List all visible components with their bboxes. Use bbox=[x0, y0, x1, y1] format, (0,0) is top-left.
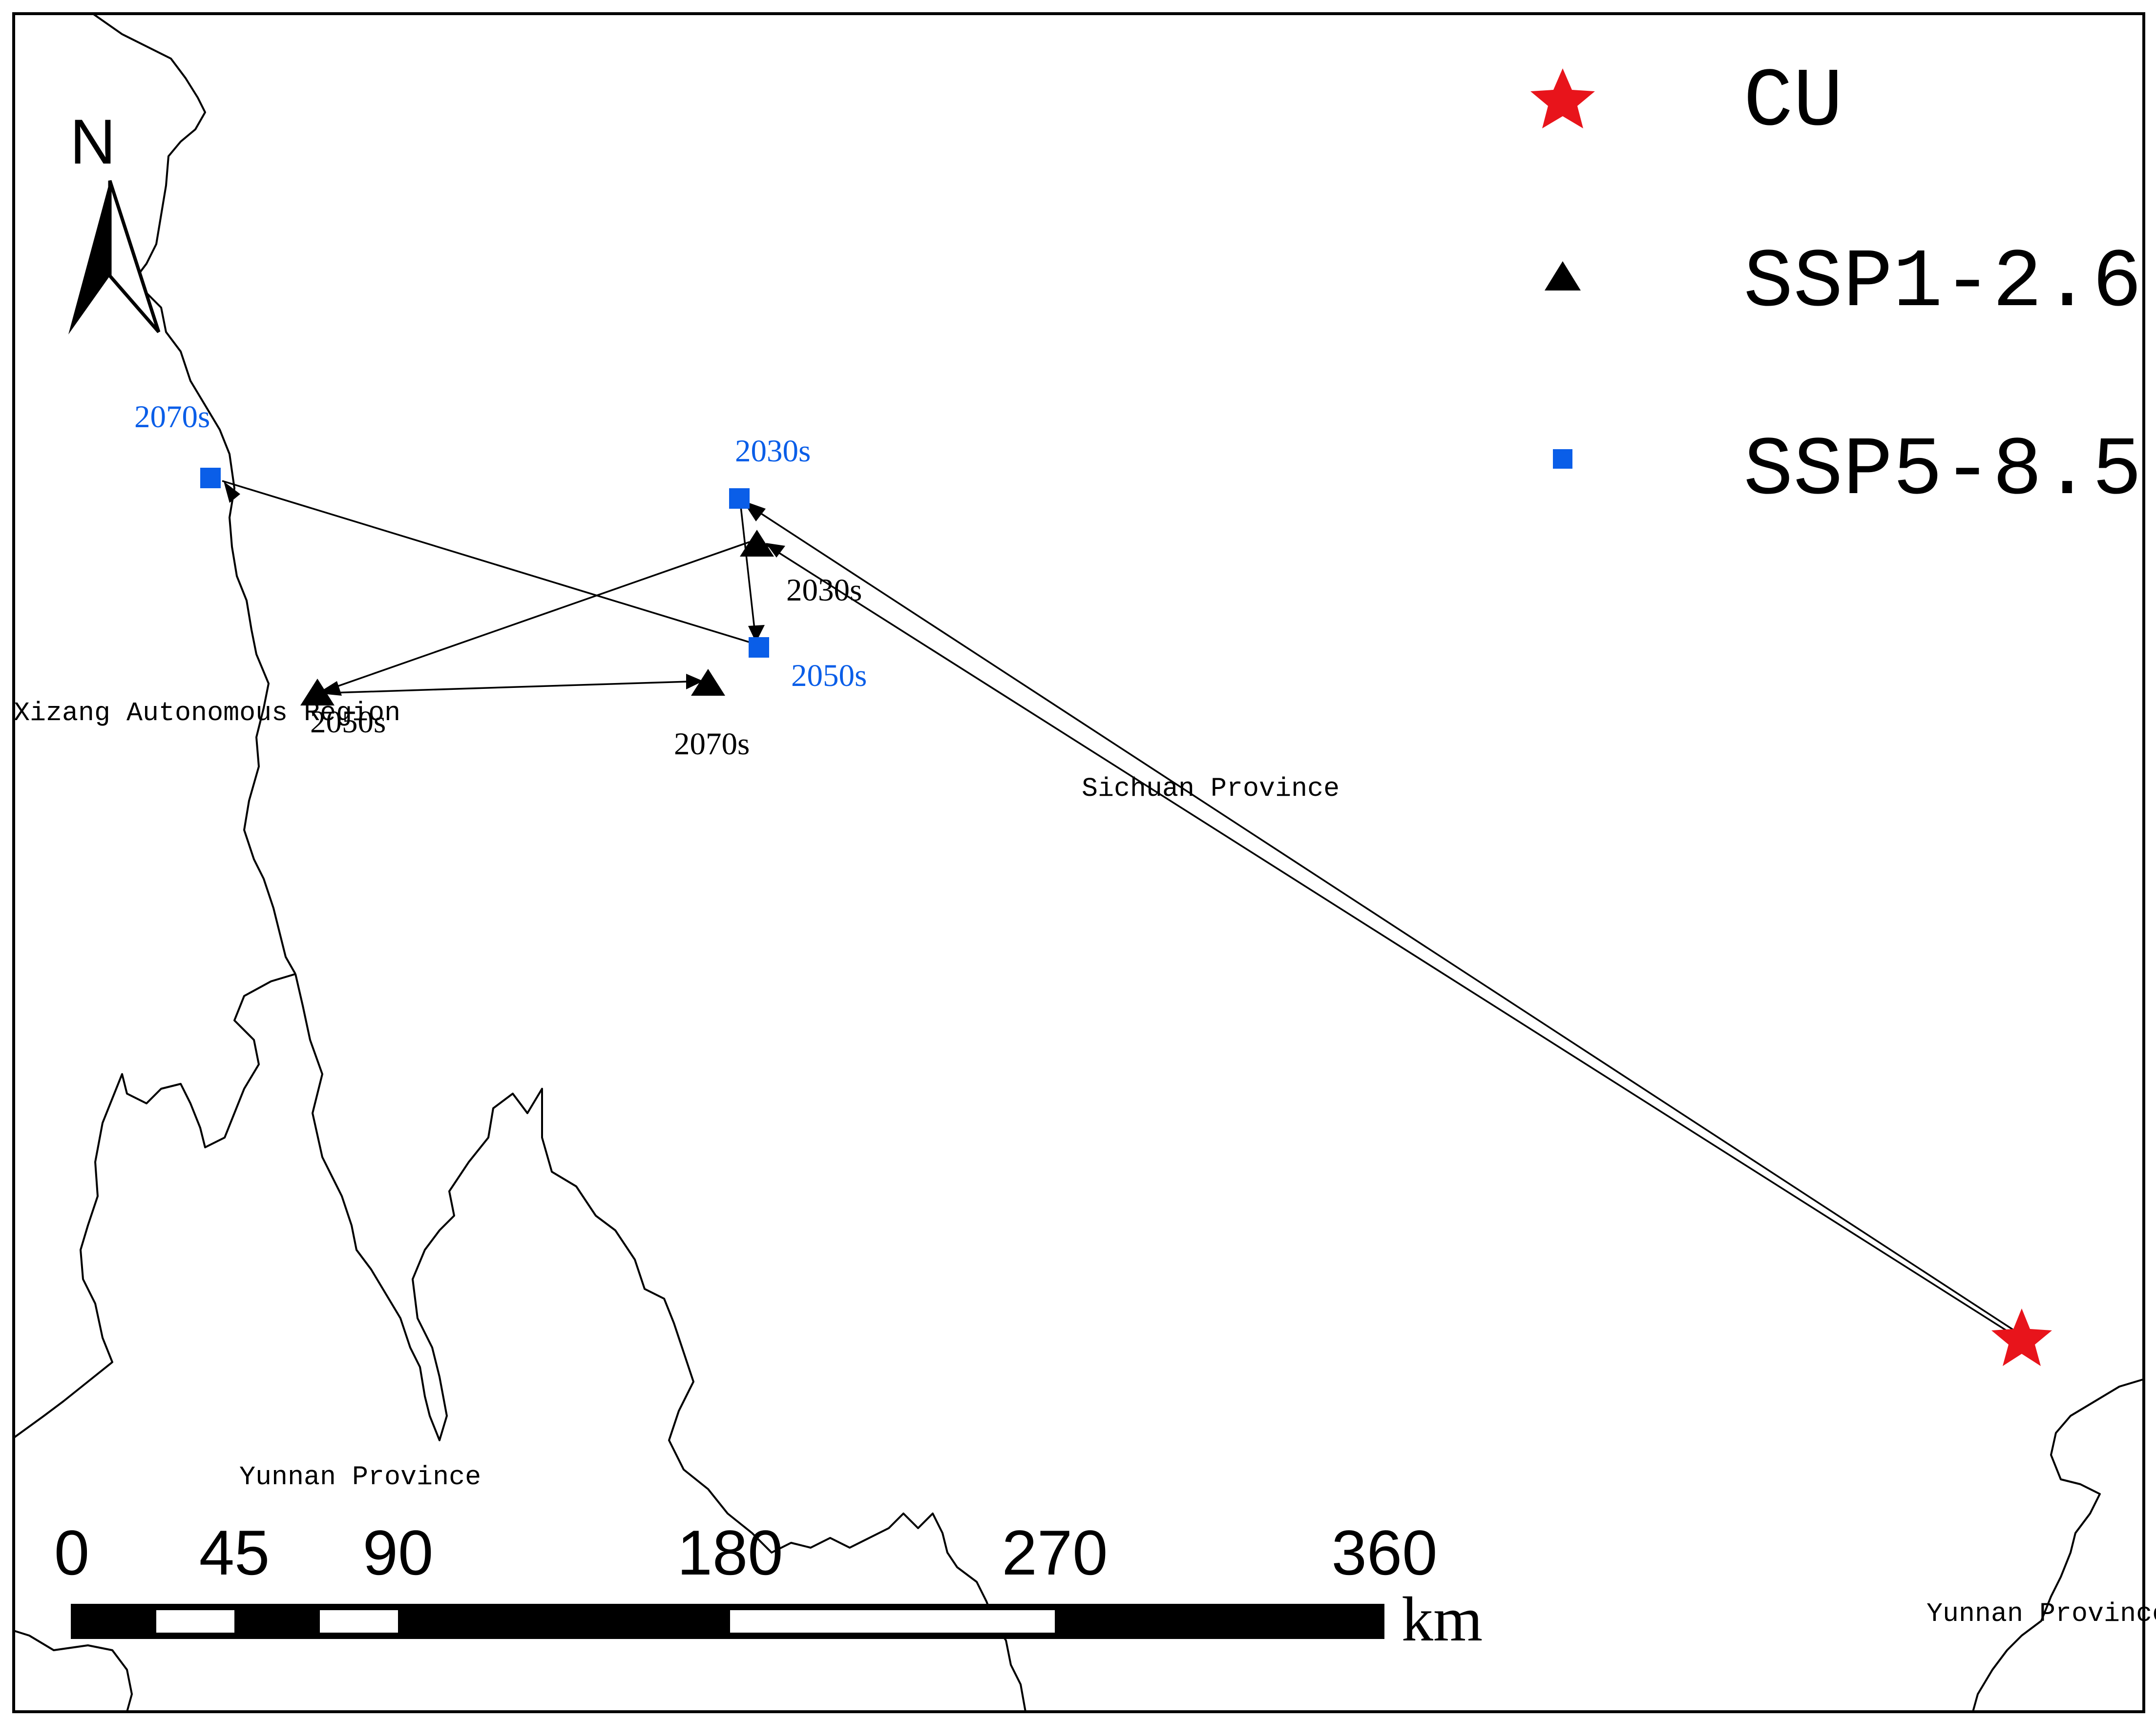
legend-label-cu: CU bbox=[1743, 56, 1843, 150]
scale-tick-270: 270 bbox=[1002, 1517, 1108, 1588]
arrowhead-ssp126-2030s bbox=[766, 543, 785, 558]
shift-line-ssp585-2030s-to-2050s bbox=[739, 498, 757, 643]
scale-bar-segment-white-2 bbox=[320, 1610, 398, 1633]
scale-tick-360: 360 bbox=[1332, 1517, 1438, 1588]
arrowhead-ssp126-2070s bbox=[686, 674, 703, 689]
north-arrow-left-half bbox=[68, 181, 110, 334]
boundary-sichuan-yunnan-east bbox=[1972, 1378, 2144, 1712]
scale-tick-90: 90 bbox=[363, 1517, 434, 1588]
ssp585-label-2050s: 2050s bbox=[791, 658, 867, 693]
region-labels: Xizang Autonomous Region Sichuan Provinc… bbox=[14, 698, 2156, 1629]
north-arrow-right-half bbox=[108, 180, 161, 333]
north-arrow-label: N bbox=[70, 106, 116, 177]
ssp585-marker-2050s[interactable] bbox=[749, 637, 769, 658]
ssp126-marker-2070s[interactable] bbox=[691, 669, 725, 696]
scale-bar-segment-white-1 bbox=[156, 1610, 234, 1633]
boundary-sichuan-yunnan-west bbox=[13, 973, 296, 1439]
ssp585-marker-2030s[interactable] bbox=[729, 488, 750, 509]
shift-line-ssp126-2030s-to-2050s bbox=[317, 541, 750, 694]
scale-unit: km bbox=[1402, 1584, 1483, 1655]
shift-line-ssp585-2050s-to-2070s bbox=[222, 480, 757, 645]
boundary-sichuan-yunnan-central bbox=[294, 974, 1026, 1712]
map-frame bbox=[12, 12, 2145, 1713]
boundary-yunnan-small bbox=[13, 1630, 133, 1712]
shift-lines bbox=[222, 480, 2022, 1341]
ssp126-marker-2050s[interactable] bbox=[300, 679, 335, 705]
arrowheads bbox=[224, 481, 785, 696]
ssp126-label-2070s: 2070s bbox=[674, 726, 750, 762]
ssp585-marker-2070s[interactable] bbox=[200, 468, 221, 488]
ssp126-label-2030s: 2030s bbox=[786, 573, 862, 608]
ssp126-marker-2030s[interactable] bbox=[740, 530, 774, 557]
scale-bar: 0 45 90 180 270 360 km bbox=[54, 1517, 1483, 1655]
scale-tick-180: 180 bbox=[677, 1517, 783, 1588]
scale-bar-frame bbox=[71, 1604, 1384, 1639]
region-label-xizang: Xizang Autonomous Region bbox=[14, 698, 400, 728]
legend-label-ssp126: SSP1-2.6 bbox=[1743, 236, 2142, 331]
scale-tick-0: 0 bbox=[54, 1517, 89, 1588]
ssp585-markers bbox=[200, 468, 769, 658]
boundary-xizang-sichuan bbox=[92, 13, 296, 975]
cu-star-marker[interactable] bbox=[1991, 1308, 2052, 1366]
ssp585-label-2070s: 2070s bbox=[134, 399, 210, 435]
shift-line-cu-to-ssp126-2030s bbox=[761, 541, 2022, 1341]
legend-square-icon bbox=[1553, 449, 1572, 469]
legend-label-ssp585: SSP5-8.5 bbox=[1743, 424, 2142, 518]
legend-triangle-icon bbox=[1545, 261, 1581, 290]
legend-star-icon bbox=[1530, 68, 1595, 128]
region-label-sichuan: Sichuan Province bbox=[1082, 773, 1340, 804]
region-label-yunnan-west: Yunnan Province bbox=[239, 1462, 481, 1493]
shift-line-cu-to-ssp585-2030s bbox=[744, 502, 2022, 1336]
legend: CU SSP1-2.6 SSP5-8.5 bbox=[1530, 56, 2142, 518]
period-labels: 2070s 2030s 2050s 2030s 2050s 2070s bbox=[134, 399, 867, 762]
region-label-yunnan-east: Yunnan Province bbox=[1926, 1598, 2156, 1629]
ssp126-label-2050s: 2050s bbox=[310, 705, 386, 740]
arrowhead-ssp585-2050s bbox=[748, 625, 765, 643]
scale-bar-segment-white-3 bbox=[730, 1610, 1055, 1633]
province-boundaries bbox=[13, 13, 2144, 1712]
scale-tick-45: 45 bbox=[199, 1517, 270, 1588]
ssp126-markers bbox=[300, 530, 774, 705]
arrowhead-ssp585-2070s bbox=[224, 481, 240, 503]
north-arrow-icon: N bbox=[68, 106, 161, 334]
ssp585-label-2030s: 2030s bbox=[735, 434, 811, 469]
shift-line-ssp126-2050s-to-2070s bbox=[317, 680, 704, 694]
